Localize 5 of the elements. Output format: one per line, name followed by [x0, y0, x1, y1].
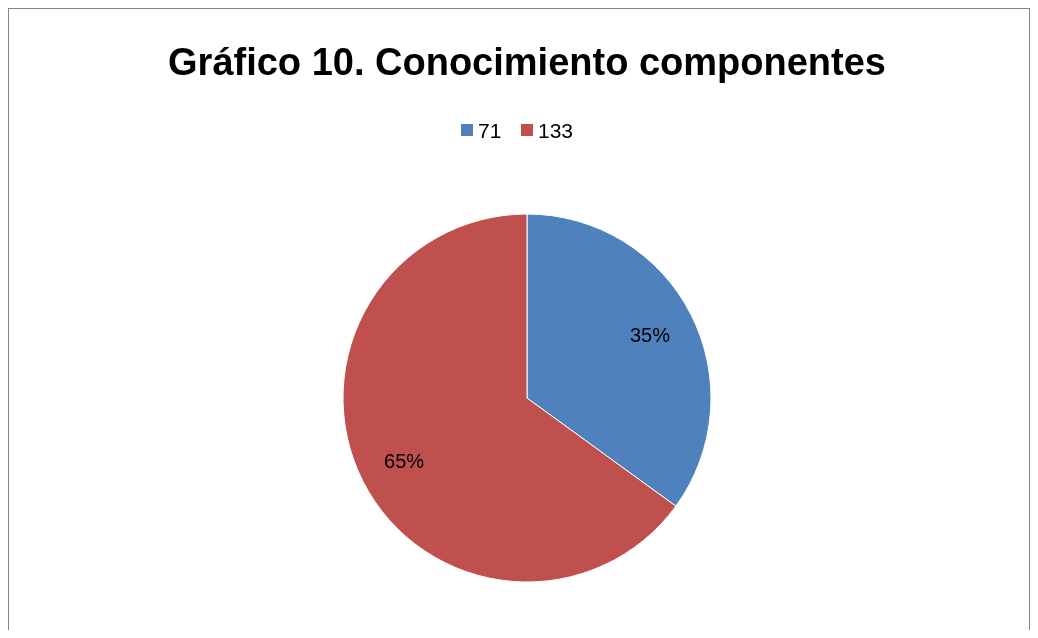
- data-label: 65%: [384, 449, 425, 472]
- data-label: 35%: [629, 324, 671, 347]
- chart-title: Gráfico 10. Conocimiento componentes: [168, 41, 886, 83]
- legend-label: 71: [478, 118, 502, 142]
- legend-label: 133: [538, 118, 574, 142]
